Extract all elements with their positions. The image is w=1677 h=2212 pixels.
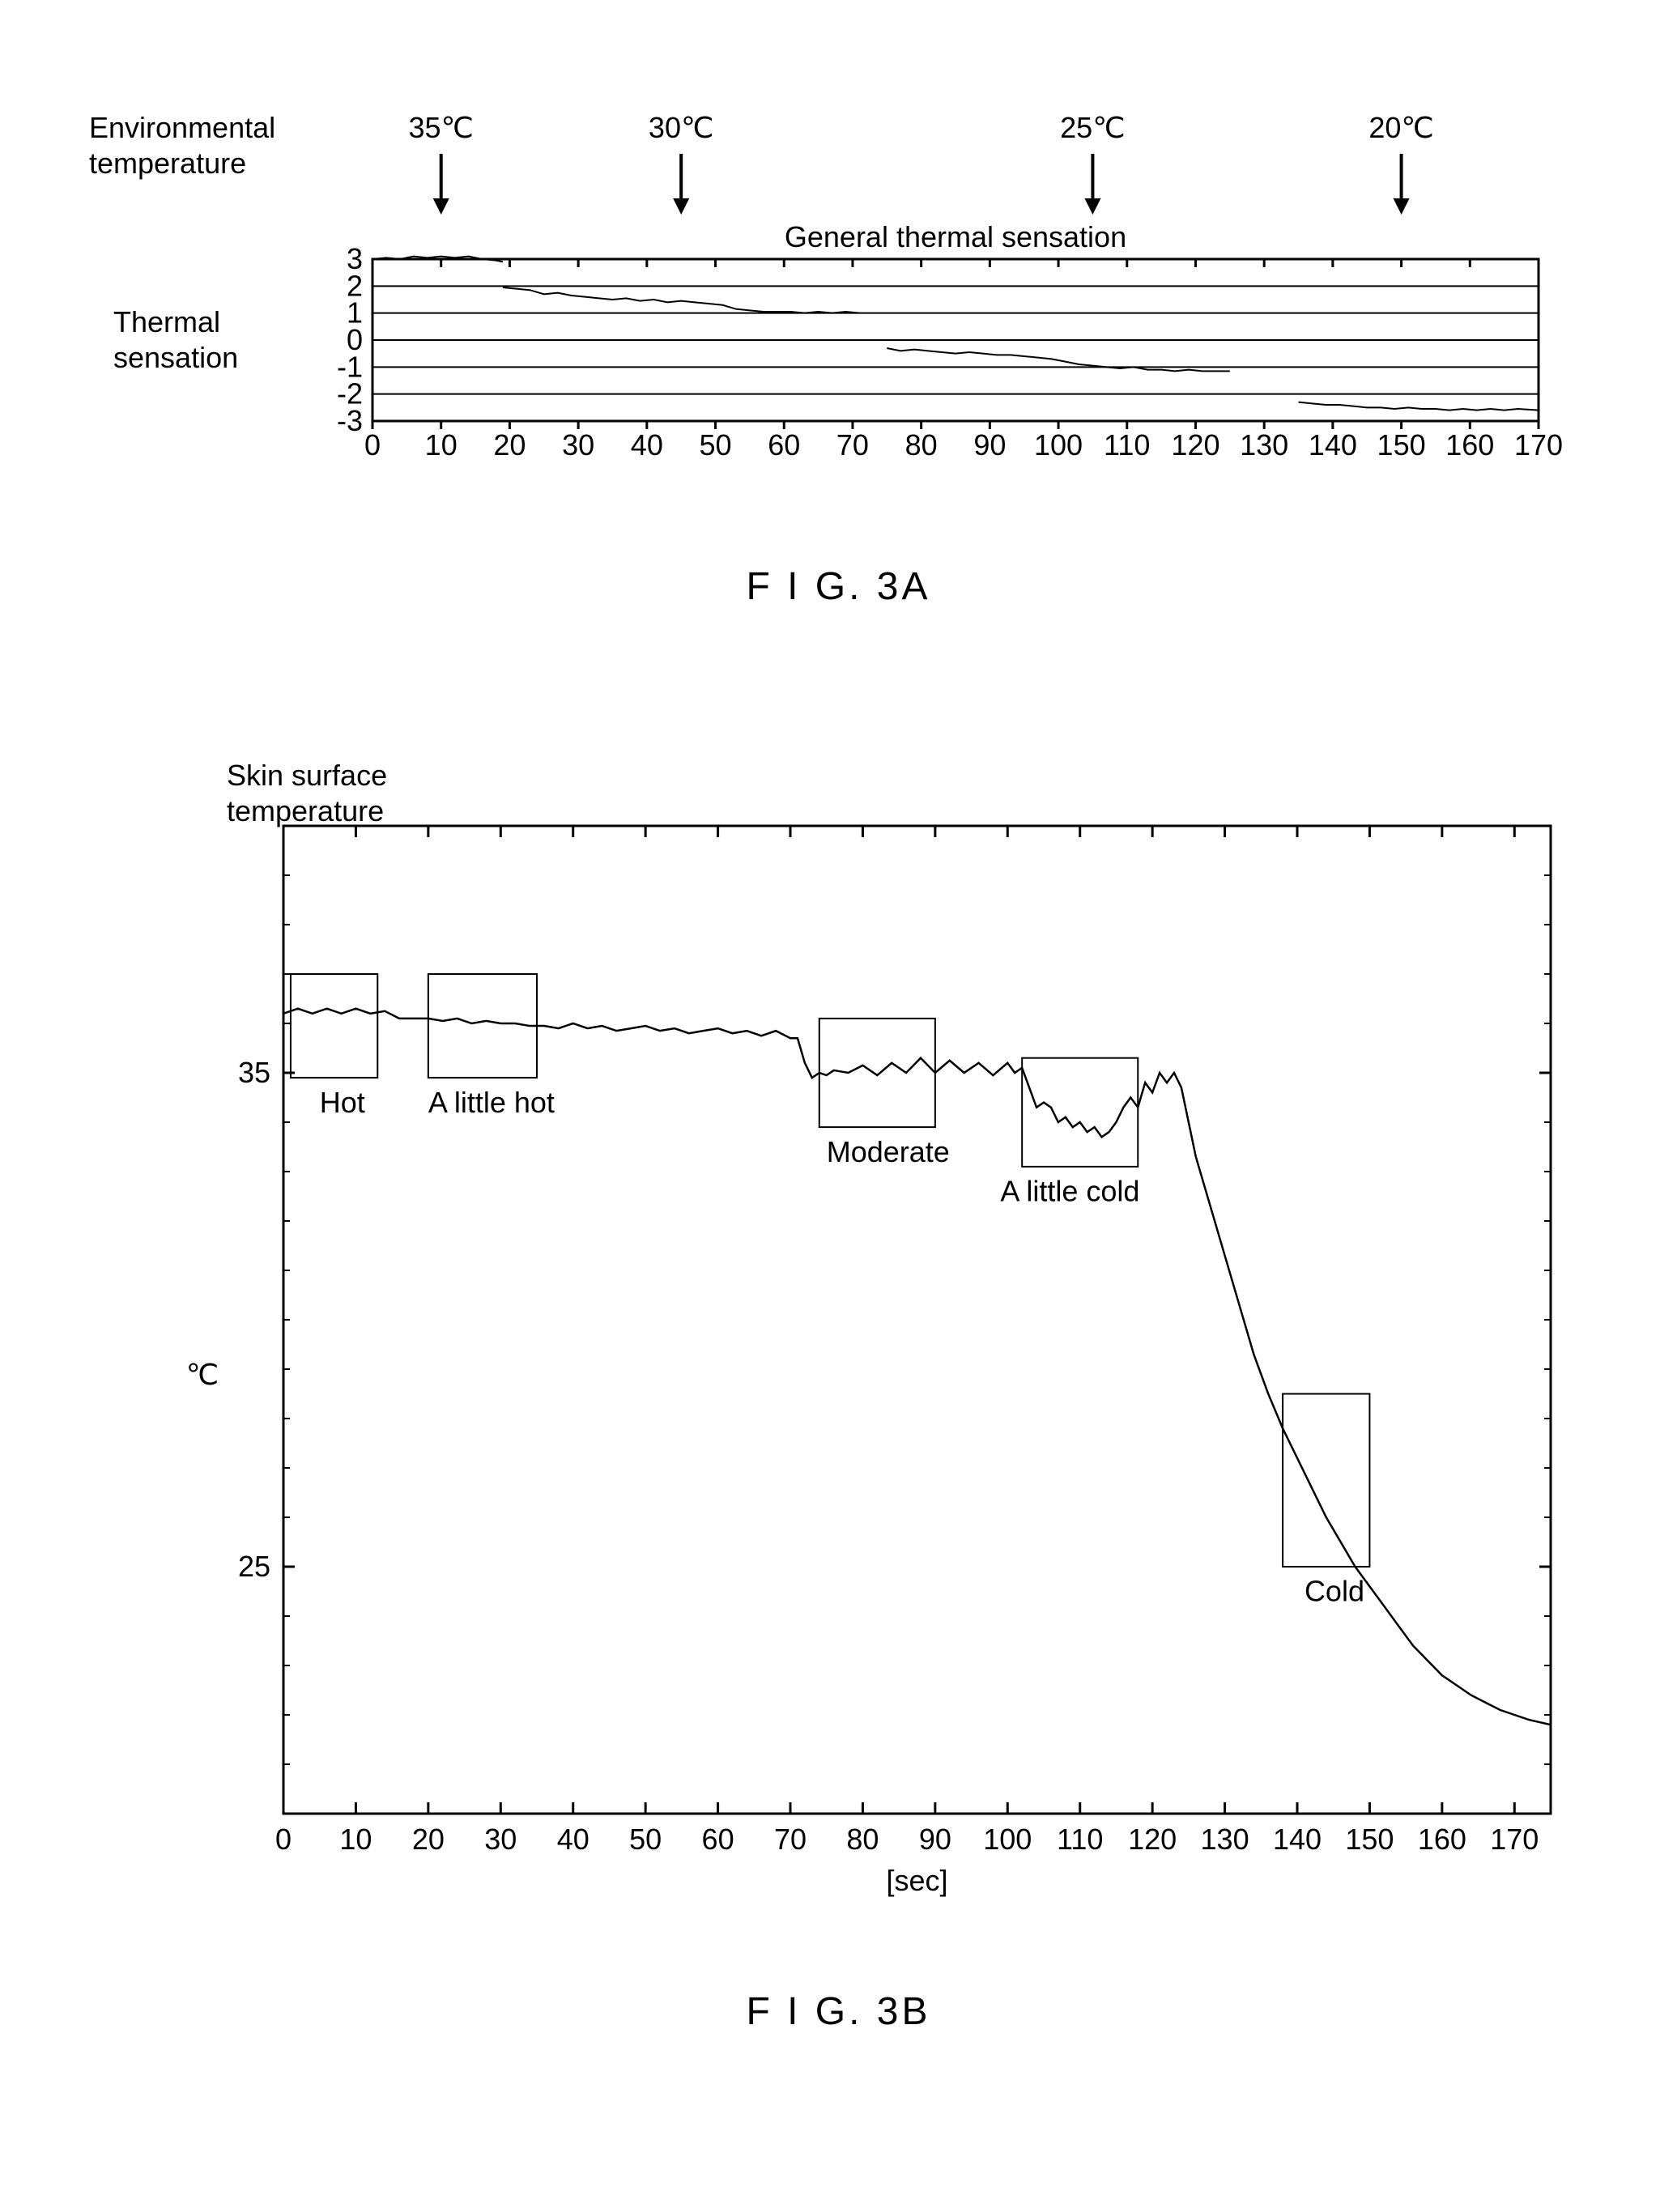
- annotation-label: Cold: [1305, 1575, 1364, 1608]
- annotation-label: Hot: [320, 1086, 365, 1119]
- ytick-3b: 25: [238, 1550, 270, 1583]
- annotation-box: [819, 1019, 935, 1127]
- xtick-3b: 50: [629, 1823, 662, 1856]
- arrow-down-icon: [1394, 198, 1410, 215]
- xtick-3b: 10: [339, 1823, 372, 1856]
- xtick-3b: 20: [412, 1823, 445, 1856]
- xtick-3b: 60: [702, 1823, 734, 1856]
- xtick-3a: 100: [1034, 428, 1083, 462]
- xtick-3a: 150: [1377, 428, 1426, 462]
- xtick-3a: 60: [768, 428, 800, 462]
- xtick-3b: 140: [1273, 1823, 1322, 1856]
- annotation-box: [1283, 1394, 1369, 1568]
- x-unit-label: [sec]: [886, 1864, 947, 1897]
- env-temp-marker: 35℃: [408, 111, 473, 144]
- skin-temp-label: Skin surfacetemperature: [227, 759, 387, 827]
- xtick-3b: 40: [557, 1823, 590, 1856]
- xtick-3a: 30: [562, 428, 594, 462]
- xtick-3a: 20: [493, 428, 526, 462]
- fig-3b: Skin surfacetemperature ℃ 25 35 0 10 20 30 40 50 6…: [186, 759, 1551, 2033]
- xtick-3a: 50: [700, 428, 732, 462]
- arrow-down-icon: [433, 198, 449, 215]
- ytick-3b: 35: [238, 1056, 270, 1089]
- annotation-label: A little cold: [1000, 1175, 1139, 1208]
- xtick-3b: 170: [1490, 1823, 1539, 1856]
- xtick-3a: 0: [364, 428, 381, 462]
- annotation-label: A little hot: [428, 1086, 555, 1119]
- env-temp-marker: 25℃: [1060, 111, 1125, 144]
- annotation-box: [428, 974, 537, 1078]
- fig-3a: Environmentaltemperature Thermalsensation…: [89, 111, 1563, 608]
- fig-3a-caption: F I G. 3A: [746, 565, 930, 608]
- xtick-3a: 160: [1445, 428, 1494, 462]
- xtick-3a: 10: [425, 428, 458, 462]
- xtick-3a: 80: [905, 428, 938, 462]
- fig-3b-caption: F I G. 3B: [746, 1990, 930, 2033]
- xtick-3b: 150: [1345, 1823, 1394, 1856]
- xtick-3b: 90: [919, 1823, 951, 1856]
- xtick-3a: 40: [631, 428, 663, 462]
- xtick-3b: 30: [484, 1823, 517, 1856]
- xtick-3b: 110: [1057, 1823, 1103, 1856]
- xtick-3b: 0: [275, 1823, 292, 1856]
- thermal-sensation-label: Thermalsensation: [113, 305, 238, 374]
- annotation-box: [291, 974, 377, 1078]
- xtick-3b: 70: [774, 1823, 807, 1856]
- xtick-3a: 130: [1240, 428, 1288, 462]
- ytick-3a: -3: [337, 404, 363, 437]
- xtick-3a: 110: [1104, 428, 1150, 462]
- env-temp-label: Environmentaltemperature: [89, 111, 275, 180]
- xtick-3b: 80: [846, 1823, 879, 1856]
- y-unit-label: ℃: [186, 1358, 219, 1391]
- arrow-down-icon: [1084, 198, 1100, 215]
- xtick-3a: 90: [973, 428, 1006, 462]
- xtick-3a: 140: [1309, 428, 1357, 462]
- env-temp-marker: 30℃: [649, 111, 713, 144]
- xtick-3a: 70: [836, 428, 869, 462]
- series-3a: [503, 287, 859, 313]
- series-3a: [1299, 402, 1539, 410]
- chart-3a-title: General thermal sensation: [785, 220, 1126, 253]
- xtick-3b: 100: [983, 1823, 1032, 1856]
- xtick-3b: 130: [1201, 1823, 1249, 1856]
- xtick-3a: 120: [1171, 428, 1219, 462]
- arrow-down-icon: [673, 198, 689, 215]
- xtick-3b: 160: [1418, 1823, 1466, 1856]
- env-temp-marker: 20℃: [1368, 111, 1433, 144]
- xtick-3a: 170: [1514, 428, 1563, 462]
- xtick-3b: 120: [1128, 1823, 1177, 1856]
- annotation-label: Moderate: [827, 1135, 950, 1168]
